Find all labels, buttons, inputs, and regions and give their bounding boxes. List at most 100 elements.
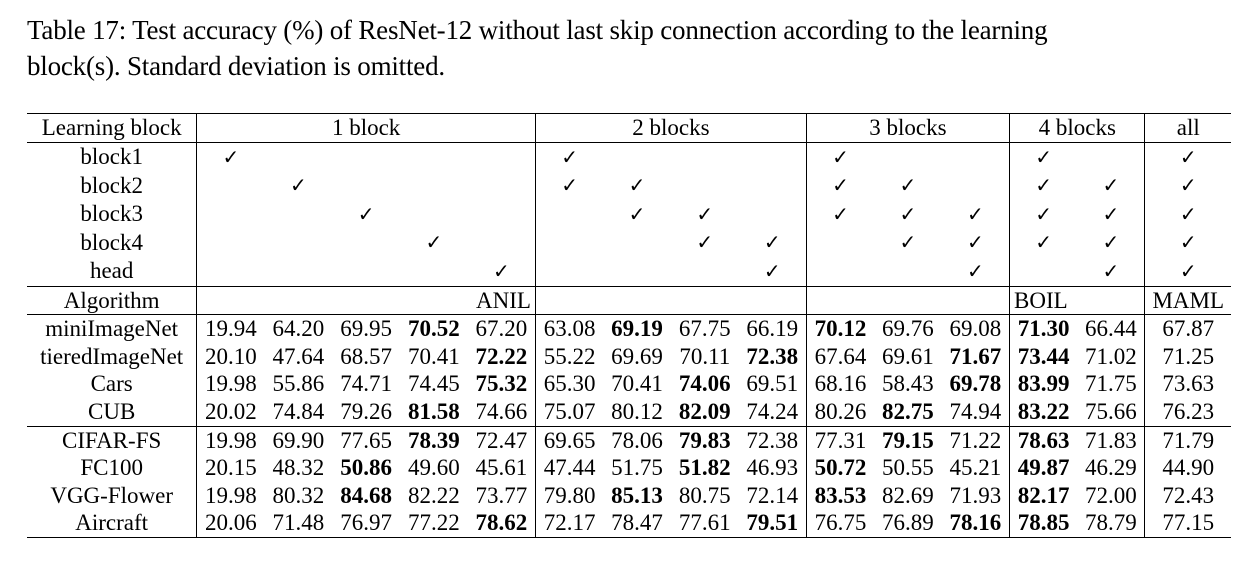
algorithm-boil: BOIL (1009, 285, 1145, 315)
block-row: block1 ✓ ✓ ✓ ✓ ✓ (27, 141, 1231, 172)
header-group-2-blocks: 2 blocks (534, 113, 807, 143)
checkmark-icon: ✓ (899, 201, 917, 226)
accuracy-cell: 82.69 (882, 482, 934, 508)
checkmark-icon: ✓ (290, 173, 307, 198)
checkmark-icon: ✓ (967, 201, 984, 226)
accuracy-cell: 80.32 (272, 482, 325, 508)
accuracy-cell: 80.26 (805, 397, 875, 427)
accuracy-cell: 69.65 (534, 425, 604, 455)
accuracy-cell: 72.17 (534, 509, 604, 538)
accuracy-cell: 45.21 (949, 455, 1002, 481)
dataset-name: FC100 (80, 455, 143, 481)
accuracy-cell: 63.08 (534, 314, 604, 343)
accuracy-cell: 50.86 (340, 455, 392, 481)
table-row: CUB 20.02 74.84 79.26 81.58 74.66 75.07 80.12 82… (27, 397, 1231, 427)
checkmark-icon: ✓ (1102, 173, 1120, 198)
dataset-name: CIFAR-FS (27, 425, 197, 455)
checkmark-icon: ✓ (832, 144, 849, 169)
accuracy-cell: 74.06 (678, 371, 731, 397)
header-group-all: all (1144, 113, 1231, 143)
accuracy-cell: 44.90 (1144, 454, 1231, 482)
accuracy-cell: 78.85 (1009, 509, 1078, 538)
accuracy-cell: 73.77 (475, 482, 528, 508)
accuracy-cell: 71.93 (949, 482, 1002, 508)
table-row: Aircraft 20.06 71.48 76.97 77.22 78.62 72.17 78… (27, 509, 1231, 538)
checkmark-icon: ✓ (1179, 230, 1197, 255)
accuracy-cell: 58.43 (882, 371, 934, 397)
accuracy-cell: 82.22 (407, 482, 460, 508)
table-row: miniImageNet 19.94 64.20 69.95 70.52 67.20 63.… (27, 314, 1231, 343)
accuracy-cell: 72.38 (738, 425, 807, 455)
accuracy-cell: 79.80 (534, 481, 604, 510)
checkmark-icon: ✓ (1102, 258, 1120, 283)
accuracy-cell: 71.30 (1009, 314, 1078, 343)
accuracy-cell: 70.12 (805, 314, 875, 343)
accuracy-cell: 71.22 (941, 425, 1010, 455)
algorithm-label: Algorithm (27, 285, 197, 315)
accuracy-cell: 65.30 (534, 370, 604, 398)
accuracy-cell: 69.90 (264, 425, 333, 455)
block-row: head ✓ ✓ ✓ ✓ ✓ (27, 256, 1231, 287)
results-body: miniImageNet 19.94 64.20 69.95 70.52 67.20 63.… (27, 314, 1231, 538)
accuracy-cell: 71.79 (1144, 425, 1231, 455)
accuracy-cell: 20.02 (196, 397, 265, 427)
accuracy-cell: 66.19 (738, 314, 807, 343)
accuracy-cell: 78.39 (399, 425, 468, 455)
accuracy-cell: 78.79 (1077, 509, 1145, 538)
accuracy-cell: 83.53 (805, 481, 875, 510)
accuracy-cell: 74.84 (272, 398, 325, 424)
accuracy-cell: 71.75 (1084, 371, 1137, 397)
accuracy-cell: 70.11 (679, 343, 731, 369)
checkmark-icon: ✓ (763, 258, 781, 283)
accuracy-cell: 75.66 (1084, 398, 1137, 424)
accuracy-cell: 74.45 (407, 371, 460, 397)
block-label: block3 (80, 201, 143, 227)
checkmark-icon: ✓ (832, 201, 849, 226)
accuracy-cell: 75.07 (534, 397, 604, 427)
accuracy-cell: 49.87 (1009, 454, 1078, 482)
accuracy-cell: 78.47 (603, 509, 671, 538)
accuracy-cell: 67.75 (670, 314, 739, 343)
accuracy-cell: 80.12 (611, 398, 663, 424)
header-group-3-blocks: 3 blocks (805, 113, 1010, 143)
accuracy-cell: 72.14 (746, 482, 799, 508)
checkmark-icon: ✓ (899, 173, 917, 198)
checkmark-icon: ✓ (628, 201, 646, 226)
accuracy-cell: 83.99 (1009, 370, 1078, 398)
accuracy-cell: 69.19 (603, 314, 671, 343)
accuracy-cell: 68.16 (805, 370, 875, 398)
checkmark-icon: ✓ (696, 230, 714, 255)
checkmark-icon: ✓ (1035, 230, 1053, 255)
accuracy-cell: 79.51 (738, 509, 807, 538)
checkmark-icon: ✓ (1035, 201, 1053, 226)
checkmark-icon: ✓ (492, 258, 510, 283)
accuracy-cell: 84.68 (340, 482, 392, 508)
accuracy-cell: 71.83 (1077, 425, 1145, 455)
accuracy-cell: 72.00 (1084, 482, 1137, 508)
accuracy-cell: 72.22 (475, 343, 528, 369)
checkmark-icon: ✓ (357, 201, 375, 226)
accuracy-cell: 77.15 (1144, 509, 1231, 538)
table-row: VGG-Flower 19.98 80.32 84.68 82.22 73.77 79.80… (27, 481, 1231, 510)
checkmark-icon: ✓ (425, 230, 443, 255)
accuracy-cell: 69.08 (941, 314, 1010, 343)
header-corner: Learning block (27, 113, 197, 143)
accuracy-cell: 20.15 (196, 454, 265, 482)
accuracy-cell: 69.76 (874, 314, 942, 343)
accuracy-cell: 83.22 (1009, 397, 1078, 427)
accuracy-cell: 71.25 (1144, 342, 1231, 371)
accuracy-cell: 78.62 (467, 509, 536, 538)
checkmark-icon: ✓ (967, 258, 984, 283)
accuracy-cell: 69.51 (746, 371, 799, 397)
header-group-4-blocks: 4 blocks (1009, 113, 1145, 143)
accuracy-cell: 72.38 (746, 343, 799, 369)
dataset-name: miniImageNet (27, 314, 197, 343)
accuracy-cell: 72.47 (467, 425, 536, 455)
accuracy-cell: 79.26 (340, 398, 392, 424)
accuracy-cell: 69.95 (332, 314, 400, 343)
accuracy-cell: 72.43 (1144, 481, 1231, 510)
accuracy-cell: 77.22 (399, 509, 468, 538)
accuracy-cell: 51.82 (678, 455, 731, 481)
accuracy-cell: 69.61 (882, 343, 934, 369)
block-label: block1 (27, 141, 197, 172)
